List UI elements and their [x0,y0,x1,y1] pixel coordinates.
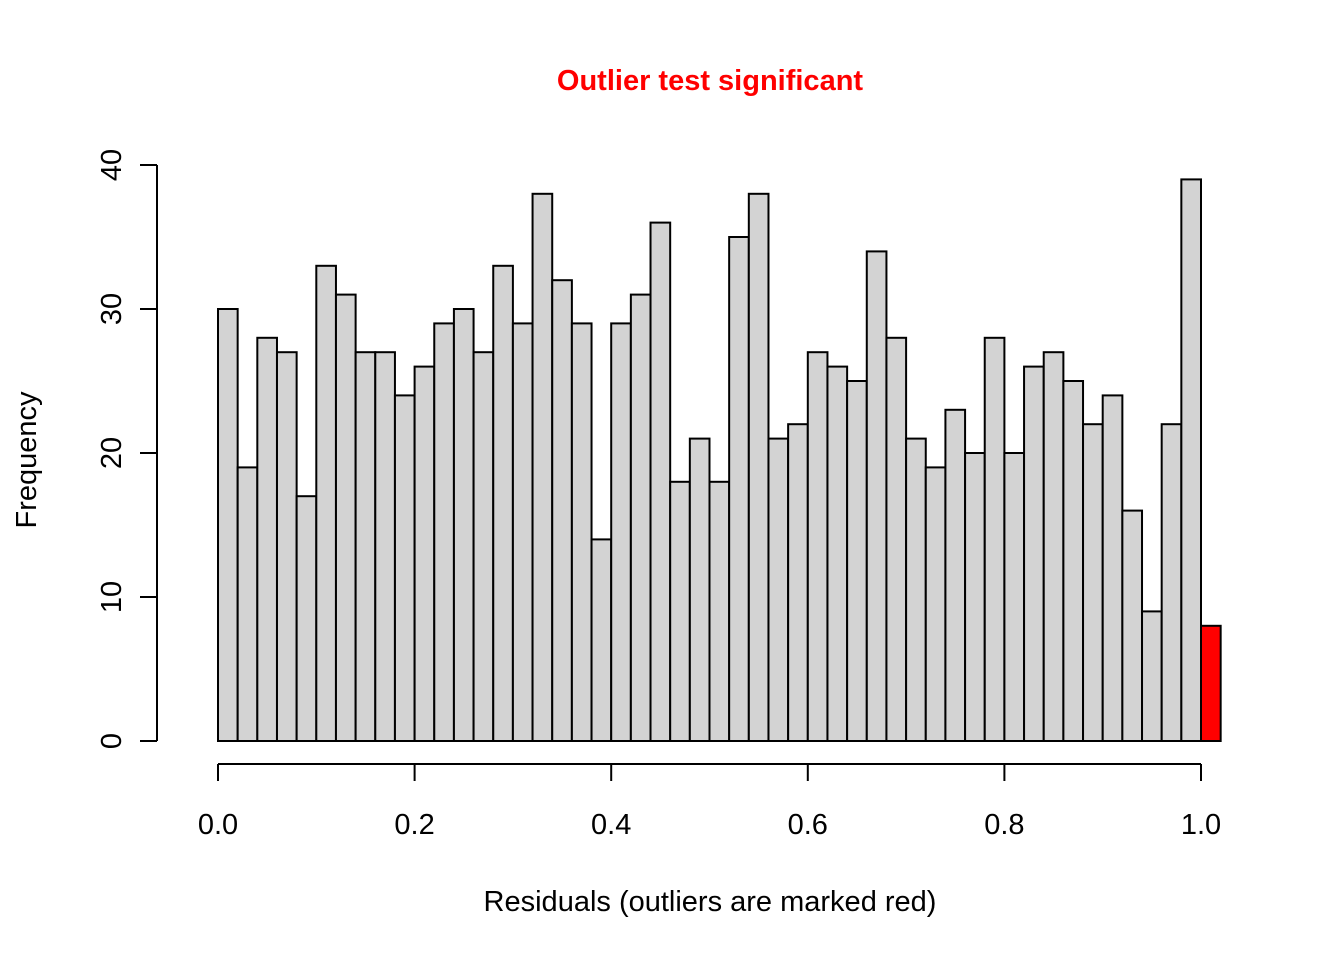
x-axis-tick-label: 0.2 [394,809,434,841]
histogram-bar [944,408,967,742]
histogram-bar [452,308,475,742]
histogram-bar [610,322,632,742]
histogram-bars [217,178,1222,743]
histogram-bar [1082,423,1104,742]
histogram-bar [1062,380,1085,742]
histogram-bar [236,466,259,742]
histogram-bar [413,365,436,742]
y-axis: 0 10 20 30 40 [96,149,158,749]
x-axis-tick-label: 0.6 [788,809,828,841]
histogram-bar [865,250,888,742]
histogram-bar [885,336,908,742]
histogram-bar [826,365,849,742]
y-axis-label: Frequency [11,391,43,529]
histogram-bar [551,279,573,742]
x-axis-tick-label: 1.0 [1181,809,1221,841]
histogram-bar [964,452,986,742]
y-axis-tick-label: 40 [96,149,128,181]
histogram-bar [806,351,829,742]
histogram-bar [334,293,357,742]
histogram-bar [374,351,396,742]
histogram-bar [708,480,731,742]
x-axis-tick-label: 0.4 [591,809,631,841]
histogram-bar [1160,423,1183,742]
histogram-bar [1180,178,1202,742]
histogram-bar [217,308,239,742]
histogram-bar [492,264,514,742]
x-axis-tick-label: 0.0 [198,809,238,841]
histogram-bar [1121,509,1144,742]
histogram-bar [275,351,298,742]
histogram-bar [570,322,593,742]
histogram-bar [688,437,711,742]
y-axis-tick-label: 30 [96,293,128,325]
histogram-bar [669,480,691,742]
histogram-bar [846,380,868,742]
histogram-bar [354,351,377,742]
histogram-bar [511,322,534,742]
histogram-bar-outlier [1200,624,1222,742]
histogram-bar [472,351,495,742]
y-axis-tick-label: 10 [96,581,128,613]
histogram-bar [1023,365,1045,742]
histogram-bar [590,538,613,743]
histogram-bar [393,394,416,742]
x-axis: 0.0 0.2 0.4 0.6 0.8 1.0 [198,763,1221,841]
histogram-bar [728,236,750,742]
chart-title: Outlier test significant [557,65,863,97]
histogram-bar [315,264,337,742]
y-axis-tick-label: 20 [96,437,128,469]
histogram-bar [629,293,652,742]
histogram-bar [295,495,318,743]
histogram-bar [747,192,770,743]
x-axis-tick-label: 0.8 [984,809,1024,841]
histogram-bar [256,336,278,742]
histogram-bar [924,466,947,742]
histogram-bar [1042,351,1065,742]
x-axis-label: Residuals (outliers are marked red) [484,886,937,918]
histogram-bar [983,336,1006,742]
histogram-bar [787,423,809,742]
histogram-bar [1101,394,1124,742]
histogram-bar [905,437,927,742]
histogram-bar [649,221,672,743]
y-axis-tick-label: 0 [96,733,128,749]
histogram-bar [1141,610,1163,743]
histogram-bar [767,437,790,742]
histogram-bar [1003,452,1026,742]
histogram-bar [433,322,455,742]
histogram-bar [531,192,554,743]
